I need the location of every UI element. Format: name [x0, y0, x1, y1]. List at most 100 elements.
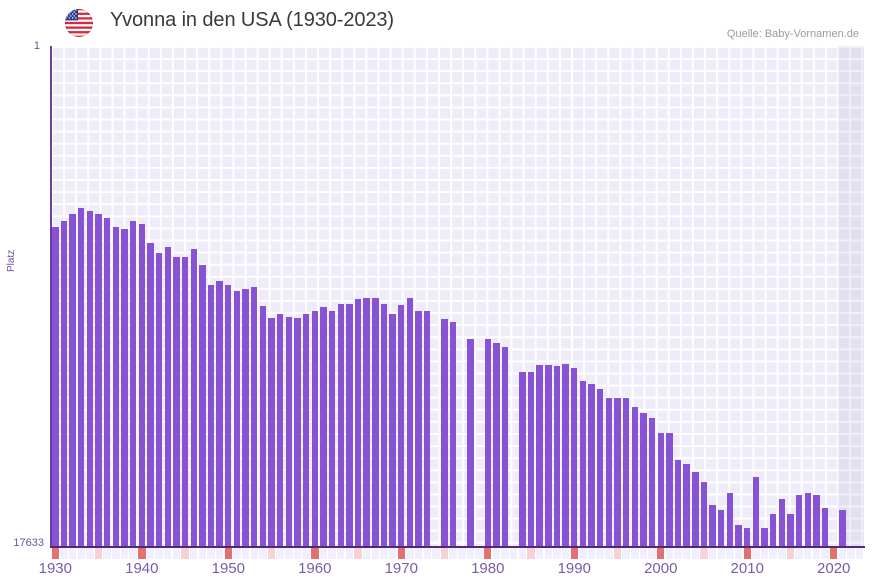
bar-2002[interactable] — [674, 459, 682, 546]
bar-1970[interactable] — [398, 305, 405, 546]
bar-2001[interactable] — [666, 432, 673, 546]
tick-marker-1953 — [250, 548, 258, 559]
bar-1986[interactable] — [536, 364, 543, 546]
bar-2017[interactable] — [804, 492, 811, 546]
tick-marker-1942 — [155, 548, 163, 559]
bar-2007[interactable] — [718, 510, 725, 546]
bar-1994[interactable] — [605, 397, 613, 546]
x-tick-label-2000: 2000 — [644, 560, 678, 577]
bar-1982[interactable] — [501, 346, 509, 546]
tick-marker-1946 — [189, 548, 198, 559]
bar-1937[interactable] — [112, 227, 120, 546]
bar-1933[interactable] — [78, 207, 85, 546]
bar-1931[interactable] — [60, 220, 68, 546]
bar-2019[interactable] — [821, 508, 829, 546]
tick-marker-1978 — [466, 548, 475, 559]
bar-2005[interactable] — [700, 482, 708, 546]
bar-1969[interactable] — [389, 314, 396, 546]
source-credit: Quelle: Baby-Vornamen.de — [726, 28, 859, 40]
tick-marker-1983 — [509, 548, 518, 559]
bar-1971[interactable] — [406, 298, 414, 546]
bar-1935[interactable] — [95, 214, 102, 546]
x-tick-label-1990: 1990 — [557, 560, 591, 577]
bar-2000[interactable] — [657, 432, 664, 546]
bar-1967[interactable] — [372, 297, 379, 546]
bar-2011[interactable] — [752, 477, 760, 546]
bar-1960[interactable] — [311, 310, 318, 546]
bar-2008[interactable] — [726, 492, 734, 546]
bar-1998[interactable] — [640, 412, 647, 546]
y-axis-line — [50, 46, 52, 546]
bar-2021[interactable] — [839, 510, 846, 546]
bar-1973[interactable] — [424, 311, 431, 546]
bar-2015[interactable] — [787, 514, 794, 546]
bar-1936[interactable] — [104, 218, 111, 546]
bar-1954[interactable] — [259, 306, 267, 546]
bar-1980[interactable] — [484, 338, 491, 546]
bar-1957[interactable] — [285, 317, 293, 546]
bar-2014[interactable] — [778, 499, 786, 546]
tick-marker-1935 — [94, 548, 103, 559]
bar-1995[interactable] — [614, 397, 621, 546]
bar-1948[interactable] — [207, 285, 215, 546]
bar-1947[interactable] — [199, 264, 206, 546]
bar-1996[interactable] — [622, 397, 630, 546]
bar-1963[interactable] — [337, 303, 344, 546]
bar-2009[interactable] — [735, 525, 742, 546]
bar-2016[interactable] — [795, 494, 803, 546]
bar-1959[interactable] — [302, 313, 310, 546]
bar-1975[interactable] — [441, 318, 448, 546]
bar-1941[interactable] — [147, 242, 154, 546]
bar-1985[interactable] — [527, 372, 535, 546]
bar-1955[interactable] — [268, 318, 275, 546]
bar-2013[interactable] — [769, 513, 777, 546]
bar-1953[interactable] — [251, 287, 258, 546]
bar-1946[interactable] — [190, 248, 197, 546]
bar-1938[interactable] — [121, 229, 128, 546]
bar-1961[interactable] — [320, 307, 327, 546]
bar-1976[interactable] — [449, 321, 457, 546]
bar-1972[interactable] — [415, 311, 422, 546]
bar-1984[interactable] — [519, 372, 526, 546]
bar-1958[interactable] — [294, 318, 301, 546]
bar-2006[interactable] — [709, 505, 716, 546]
bar-1934[interactable] — [86, 211, 94, 546]
bar-1981[interactable] — [493, 342, 500, 546]
bar-1951[interactable] — [233, 291, 241, 546]
bar-1930[interactable] — [52, 227, 59, 546]
bar-1962[interactable] — [328, 311, 336, 546]
tick-marker-2010 — [743, 548, 751, 559]
bar-2004[interactable] — [692, 471, 699, 546]
bar-1989[interactable] — [562, 364, 569, 546]
tick-marker-1958 — [293, 548, 302, 559]
bar-1966[interactable] — [363, 297, 370, 546]
bar-1997[interactable] — [631, 406, 638, 546]
bar-1949[interactable] — [216, 281, 223, 546]
bar-1993[interactable] — [597, 389, 604, 546]
bar-1992[interactable] — [588, 384, 595, 546]
bar-2018[interactable] — [813, 494, 820, 546]
bar-2010[interactable] — [744, 528, 751, 546]
bar-1939[interactable] — [129, 220, 137, 546]
bar-1991[interactable] — [579, 381, 587, 546]
bar-2003[interactable] — [683, 463, 690, 546]
bar-1932[interactable] — [69, 214, 76, 546]
bar-2012[interactable] — [761, 528, 768, 546]
bar-1988[interactable] — [553, 366, 561, 546]
bar-1999[interactable] — [648, 417, 656, 546]
bar-1944[interactable] — [173, 256, 180, 546]
bar-1943[interactable] — [164, 246, 171, 546]
bar-1940[interactable] — [138, 224, 145, 546]
bar-1952[interactable] — [242, 289, 249, 546]
bar-1950[interactable] — [225, 285, 232, 546]
bar-1965[interactable] — [354, 298, 362, 546]
bar-1968[interactable] — [380, 303, 388, 546]
bar-1964[interactable] — [346, 303, 353, 546]
bar-1942[interactable] — [155, 252, 163, 546]
bar-1990[interactable] — [571, 368, 578, 546]
bar-1956[interactable] — [276, 313, 284, 546]
bar-1945[interactable] — [181, 256, 189, 546]
bar-1987[interactable] — [545, 364, 552, 546]
bar-1978[interactable] — [467, 338, 474, 546]
plot-area — [50, 46, 865, 548]
